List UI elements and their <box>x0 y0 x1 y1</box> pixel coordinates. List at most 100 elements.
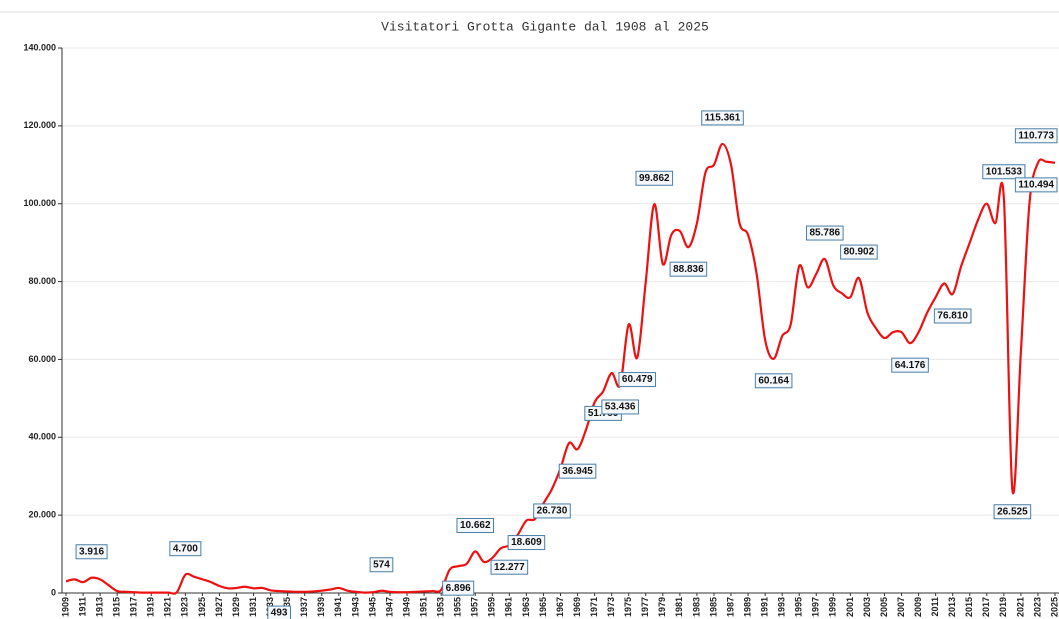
x-tick-label: 1957 <box>470 597 480 617</box>
value-label-box <box>635 170 674 186</box>
x-tick-label: 1927 <box>214 597 224 617</box>
y-tick-label: 80.000 <box>28 276 56 286</box>
y-tick-label: 140.000 <box>23 42 56 52</box>
x-tick-label: 1953 <box>436 597 446 617</box>
x-tick-label: 2015 <box>964 597 974 617</box>
value-label-box <box>891 357 929 373</box>
x-tick-label: 1937 <box>299 597 309 617</box>
value-label-text: 26.525 <box>997 506 1028 517</box>
x-tick-label: 2017 <box>981 597 991 617</box>
x-tick-label: 1973 <box>606 597 616 617</box>
value-label-box <box>442 580 475 596</box>
value-label-box <box>507 535 546 551</box>
value-label-box <box>618 372 657 388</box>
x-tick-label: 1945 <box>367 597 377 617</box>
value-label-text: 60.479 <box>622 374 653 385</box>
value-label-text: 3.916 <box>79 546 104 557</box>
x-tick-label: 1985 <box>708 597 718 617</box>
value-label: 60.164 <box>754 373 793 389</box>
line <box>65 142 1056 595</box>
value-label: 574 <box>369 557 394 573</box>
x-tick-label: 1989 <box>742 597 752 617</box>
x-tick-label: 1949 <box>401 597 411 617</box>
x-tick-label: 1919 <box>146 597 156 617</box>
x-tick-label: 1977 <box>640 597 650 617</box>
value-label: 12.277 <box>490 559 529 575</box>
value-label-box <box>806 225 844 241</box>
x-tick-label: 2011 <box>930 597 940 617</box>
value-label-text: 26.730 <box>537 506 568 517</box>
x-tick-label: 1923 <box>180 597 190 617</box>
x-tick-label: 1929 <box>231 597 241 617</box>
value-label: 26.730 <box>533 503 571 519</box>
x-tick-label: 1963 <box>521 597 531 617</box>
x-tick-label: 1983 <box>691 597 701 617</box>
x-tick-label: 2003 <box>862 597 872 617</box>
value-label-box <box>369 557 394 573</box>
x-tick-label: 1931 <box>248 597 258 617</box>
value-label: 10.662 <box>456 517 495 533</box>
value-label-box <box>490 559 529 575</box>
value-label-text: 110.494 <box>1018 180 1054 191</box>
value-label: 76.810 <box>933 308 972 324</box>
x-tick-label: 1979 <box>657 597 667 617</box>
x-tick-label: 1941 <box>333 597 343 617</box>
chart-title: Visitatori Grotta Gigante dal 1908 al 20… <box>381 19 709 34</box>
x-tick-label: 1997 <box>811 597 821 617</box>
x-tick-label: 2001 <box>845 597 855 617</box>
x-tick-label: 1999 <box>828 597 838 617</box>
x-tick-label: 1911 <box>77 597 87 617</box>
value-label: 110.773 <box>1014 128 1058 144</box>
value-label-text: 110.773 <box>1018 130 1054 141</box>
x-tick-label: 1991 <box>759 597 769 617</box>
value-label: 36.945 <box>558 463 597 479</box>
value-label-text: 88.836 <box>673 264 704 275</box>
x-tick-label: 1969 <box>572 597 582 617</box>
x-tick-label: 1939 <box>316 597 326 617</box>
value-label-box <box>267 605 291 619</box>
value-label-box <box>75 544 108 560</box>
value-label-text: 12.277 <box>494 562 525 573</box>
value-label-text: 6.896 <box>446 583 471 594</box>
value-label-box <box>456 517 495 533</box>
x-tick-label: 1921 <box>163 597 173 617</box>
x-tick-label: 1975 <box>623 597 633 617</box>
value-label: 60.479 <box>618 372 657 388</box>
value-label-box <box>169 541 202 557</box>
value-label-box <box>754 373 793 389</box>
x-tick-label: 1955 <box>453 597 463 617</box>
value-label-box <box>993 504 1032 520</box>
value-label: 493 <box>267 605 291 619</box>
x-tick-label: 2005 <box>879 597 889 617</box>
y-tick-label: 100.000 <box>23 198 56 208</box>
x-tick-label: 1915 <box>112 597 122 617</box>
x-tick-label: 1965 <box>538 597 548 617</box>
value-label: 3.916 <box>75 544 108 560</box>
value-label-box <box>669 261 708 277</box>
x-tick-label: 1971 <box>589 597 599 617</box>
x-tick-label: 2025 <box>1049 597 1059 617</box>
x-tick-label: 2009 <box>913 597 923 617</box>
x-tick-label: 1947 <box>384 597 394 617</box>
value-label: 115.361 <box>701 110 744 126</box>
x-tick-label: 1943 <box>350 597 360 617</box>
x-tick-label: 1925 <box>197 597 207 617</box>
value-label: 101.533 <box>982 164 1026 180</box>
x-tick-label: 1909 <box>60 597 70 617</box>
value-label-box <box>840 244 878 260</box>
value-label: 26.525 <box>993 504 1032 520</box>
value-label-text: 101.533 <box>986 166 1023 177</box>
value-label-text: 60.164 <box>758 375 789 386</box>
value-label-text: 493 <box>271 608 288 619</box>
value-label: 53.436 <box>601 399 639 415</box>
value-label-box <box>558 463 597 479</box>
value-label-box <box>982 164 1026 180</box>
x-tick-label: 1917 <box>129 597 139 617</box>
value-label-box <box>1014 128 1058 144</box>
value-label: 4.700 <box>169 541 202 557</box>
value-label-text: 64.176 <box>895 360 926 371</box>
value-label-text: 53.436 <box>605 402 636 413</box>
x-tick-label: 1967 <box>555 597 565 617</box>
x-tick-label: 1995 <box>794 597 804 617</box>
